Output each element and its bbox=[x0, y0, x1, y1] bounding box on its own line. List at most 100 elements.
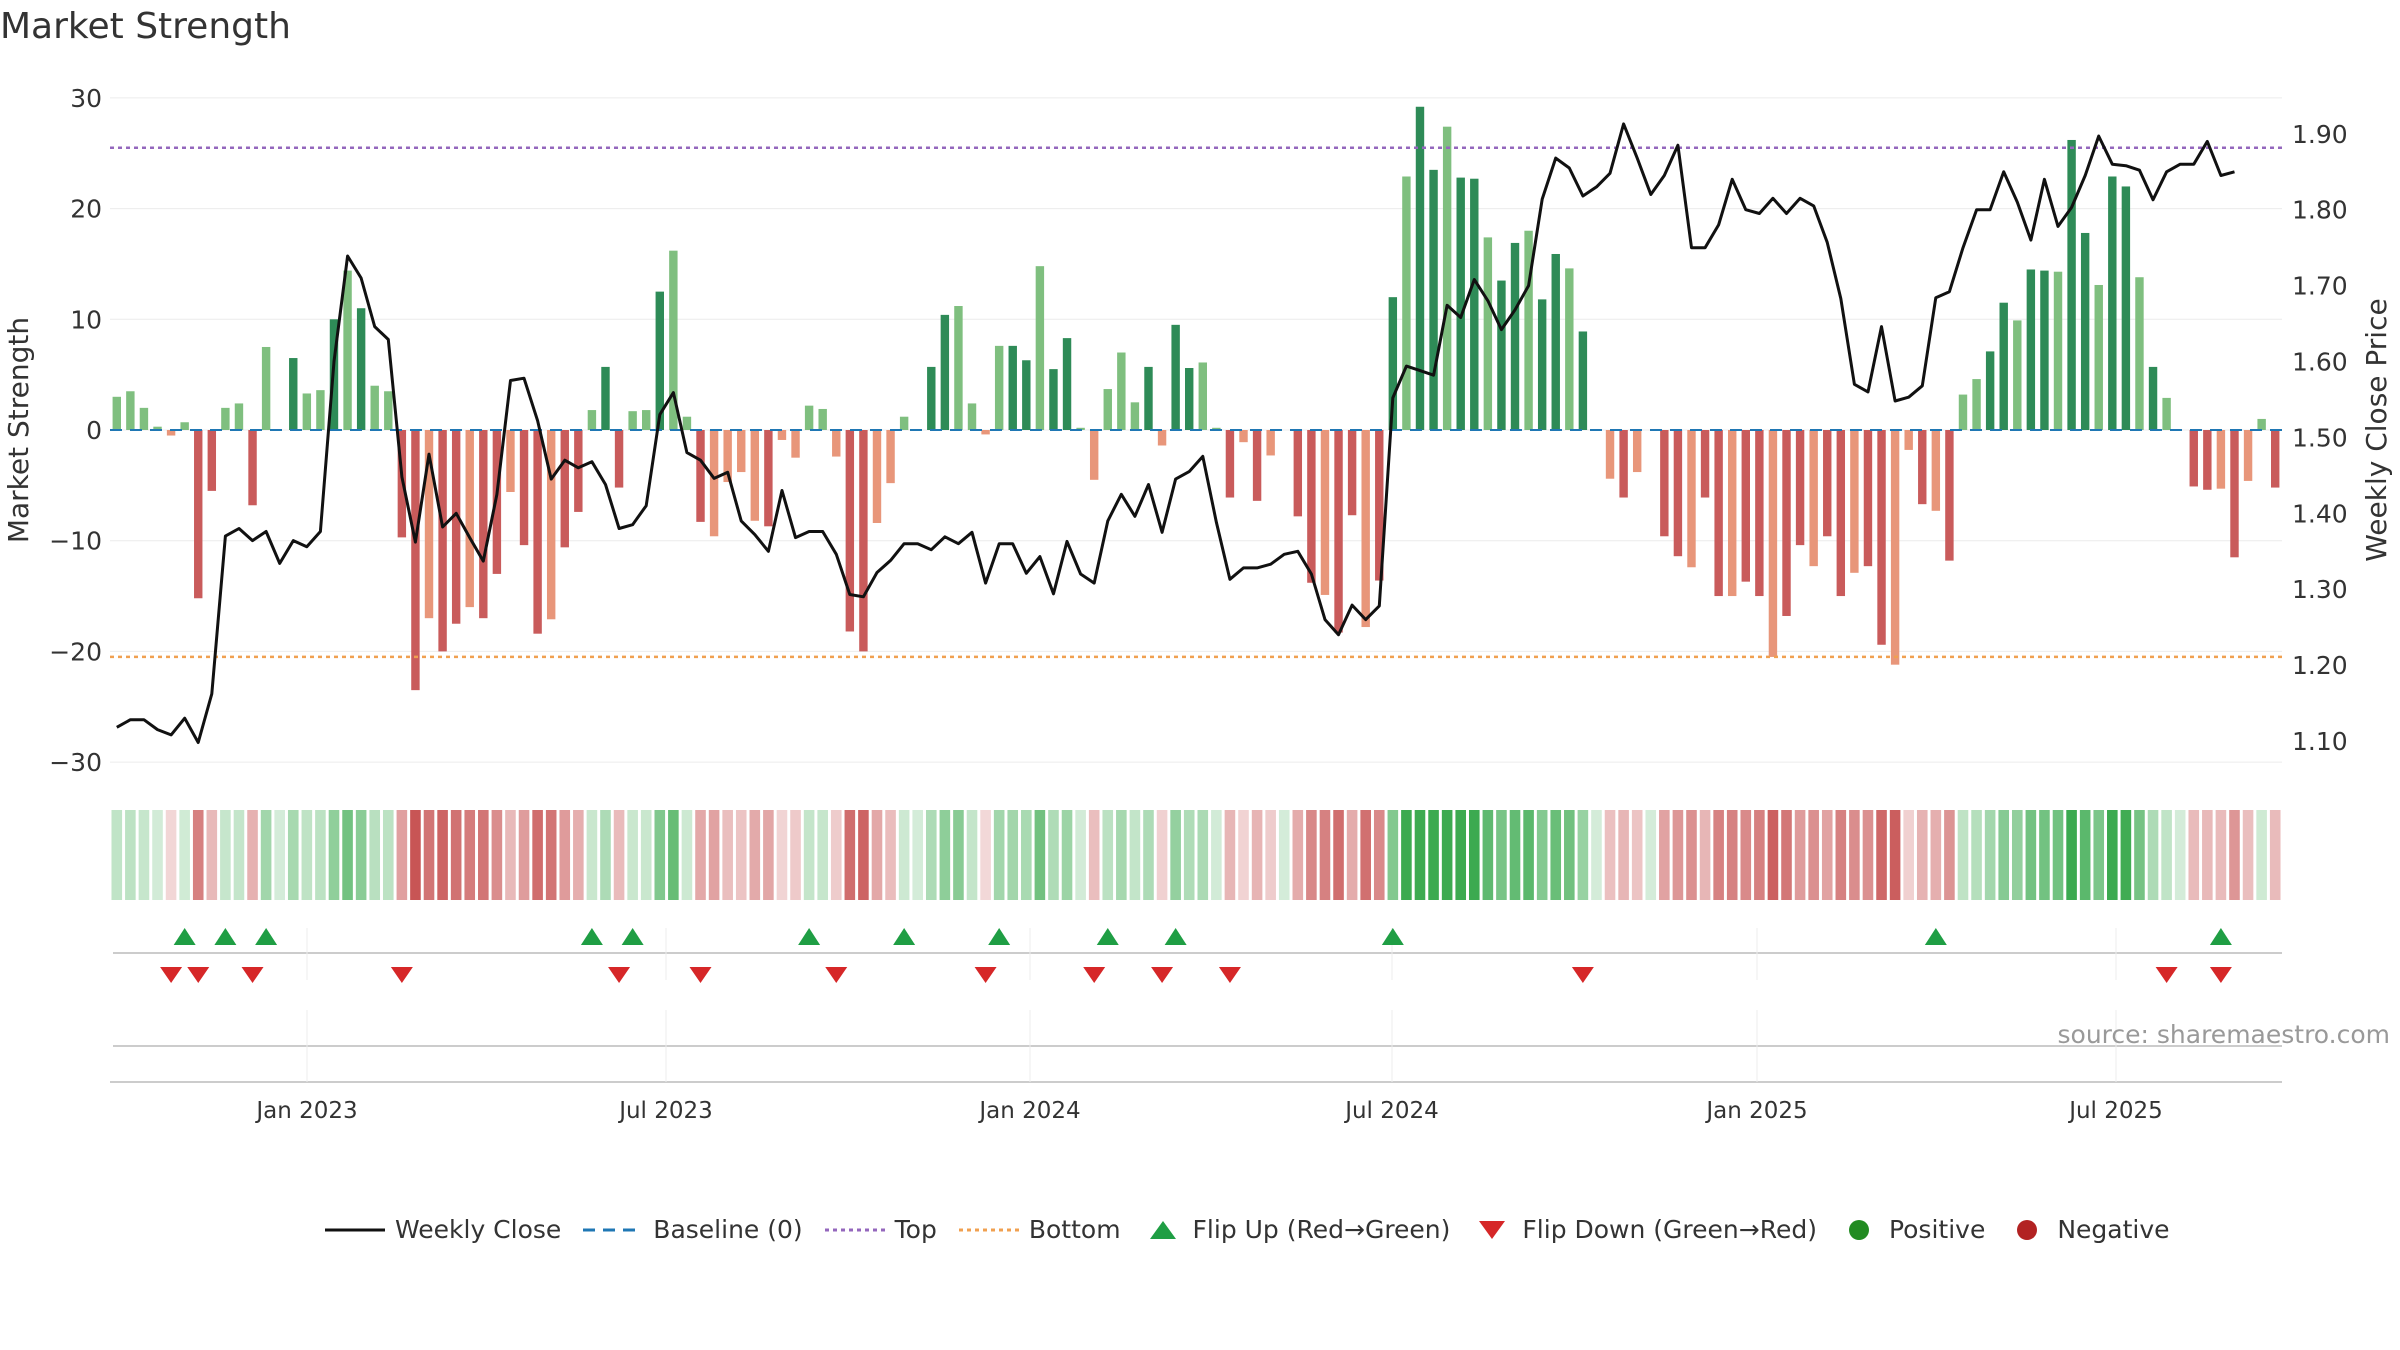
strength-bar bbox=[628, 411, 637, 430]
heat-strip-cell bbox=[1143, 810, 1154, 900]
heat-strip-cell bbox=[1944, 810, 1955, 900]
flip-down-marker bbox=[608, 967, 631, 983]
heat-strip-cell bbox=[1767, 810, 1779, 900]
heat-strip-cell bbox=[1889, 810, 1901, 900]
flip-up-marker bbox=[580, 928, 603, 945]
heat-strip-cell bbox=[1170, 810, 1181, 900]
strength-bar bbox=[1035, 266, 1045, 430]
strength-bar bbox=[1144, 366, 1153, 430]
strength-bar bbox=[1565, 268, 1574, 430]
heat-strip-cell bbox=[2120, 810, 2132, 900]
heat-strip-cell bbox=[763, 810, 774, 900]
legend-swatch-weekly-close bbox=[325, 1228, 385, 1231]
heat-strip-cell bbox=[437, 810, 448, 900]
left-tick-label: 10 bbox=[70, 305, 102, 334]
heat-strip-cell bbox=[1346, 810, 1358, 900]
legend-label-flip-down: Flip Down (Green→Red) bbox=[1522, 1215, 1817, 1244]
flip-down-marker bbox=[241, 967, 264, 983]
x-tick-label: Jan 2025 bbox=[1704, 1098, 1807, 1124]
strength-bar bbox=[994, 345, 1004, 430]
heat-strip-cell bbox=[328, 810, 340, 900]
flip-down-marker bbox=[160, 967, 183, 983]
flip-down-marker bbox=[1151, 967, 1174, 983]
flip-down-marker bbox=[2209, 967, 2232, 983]
strength-bar bbox=[1185, 368, 1194, 430]
strength-bar bbox=[166, 430, 176, 436]
heat-strip-cell bbox=[1876, 810, 1887, 900]
heat-strip-cell bbox=[192, 810, 204, 900]
x-tick-label: Jan 2023 bbox=[254, 1098, 357, 1124]
strength-bar bbox=[750, 430, 760, 521]
heat-strip-cell bbox=[1360, 810, 1371, 900]
right-tick-label: 1.90 bbox=[2292, 120, 2348, 149]
left-tick-label: −30 bbox=[49, 748, 102, 777]
heat-strip-cell bbox=[885, 810, 896, 900]
strength-bar bbox=[1225, 430, 1235, 498]
heat-strip-cell bbox=[1781, 810, 1792, 900]
heat-strip-cell bbox=[1306, 810, 1317, 900]
heat-strip-cell bbox=[1238, 810, 1249, 900]
strength-bar bbox=[1768, 430, 1778, 657]
flip-up-marker bbox=[1381, 928, 1404, 945]
heat-strip-cell bbox=[803, 810, 815, 900]
strength-bar bbox=[1782, 430, 1791, 616]
strength-bar bbox=[2067, 139, 2076, 430]
strength-bar bbox=[1890, 430, 1900, 665]
heat-strip-cell bbox=[1156, 810, 1168, 900]
strength-bar bbox=[1375, 430, 1384, 581]
heat-strip-cell bbox=[668, 810, 679, 900]
heat-strip-cell bbox=[1088, 810, 1100, 900]
strength-bar bbox=[1931, 430, 1941, 511]
strength-bar bbox=[1619, 430, 1628, 498]
strength-bar bbox=[316, 390, 325, 430]
heat-strip-cell bbox=[2107, 810, 2118, 900]
flip-up-marker bbox=[2209, 928, 2232, 945]
heat-strip-cell bbox=[1835, 810, 1847, 900]
heat-strip-cell bbox=[1292, 810, 1304, 900]
strength-bar bbox=[1510, 242, 1520, 430]
heat-strip-cell bbox=[2202, 810, 2213, 900]
flip-down-marker bbox=[825, 967, 848, 983]
heat-strip-cell bbox=[735, 810, 747, 900]
strength-bar bbox=[1918, 430, 1927, 505]
strength-bar bbox=[2135, 277, 2144, 430]
strength-bar bbox=[1578, 331, 1588, 430]
heat-strip-cell bbox=[505, 810, 516, 900]
legend: Weekly Close Baseline (0) Top Bottom Fli… bbox=[325, 1215, 2192, 1244]
strength-bar bbox=[1714, 430, 1723, 597]
y-axis-left-title: Market Strength bbox=[2, 317, 35, 543]
heat-strip-cell bbox=[953, 810, 964, 900]
flip-up-marker bbox=[1924, 928, 1947, 945]
heat-strip-cell bbox=[165, 810, 177, 900]
legend-item-baseline: Baseline (0) bbox=[583, 1215, 803, 1244]
strength-bar bbox=[1877, 430, 1886, 645]
flip-up-marker bbox=[1164, 928, 1187, 945]
strength-bar bbox=[1958, 394, 1968, 430]
legend-item-bottom: Bottom bbox=[958, 1215, 1121, 1244]
strength-bar bbox=[1605, 430, 1615, 479]
right-tick-label: 1.50 bbox=[2292, 423, 2348, 452]
heat-strip-cell bbox=[247, 810, 258, 900]
strength-bar bbox=[669, 250, 678, 430]
x-tick-label: Jul 2025 bbox=[2067, 1098, 2163, 1124]
heat-strip-cell bbox=[1957, 810, 1969, 900]
strength-bar bbox=[981, 430, 990, 435]
flip-down-marker bbox=[187, 967, 210, 983]
strength-bar bbox=[1755, 430, 1764, 597]
strength-bar bbox=[791, 430, 800, 458]
strength-bar bbox=[1293, 430, 1303, 517]
strength-bar bbox=[207, 430, 217, 491]
strength-bar bbox=[411, 430, 420, 691]
legend-circle-negative-icon bbox=[2017, 1219, 2038, 1240]
heat-strip-cell bbox=[898, 810, 910, 900]
x-tick-label: Jul 2023 bbox=[617, 1098, 713, 1124]
legend-circle-positive-icon bbox=[1848, 1219, 1869, 1240]
strength-bar bbox=[682, 416, 692, 430]
heat-strip-cell bbox=[301, 810, 313, 900]
heat-strip-cell bbox=[573, 810, 584, 900]
heat-strip-cell bbox=[423, 810, 435, 900]
heat-strip-cell bbox=[776, 810, 788, 900]
strength-bar bbox=[2026, 269, 2036, 430]
left-tick-label: 0 bbox=[86, 416, 102, 445]
strength-bar bbox=[492, 430, 502, 574]
